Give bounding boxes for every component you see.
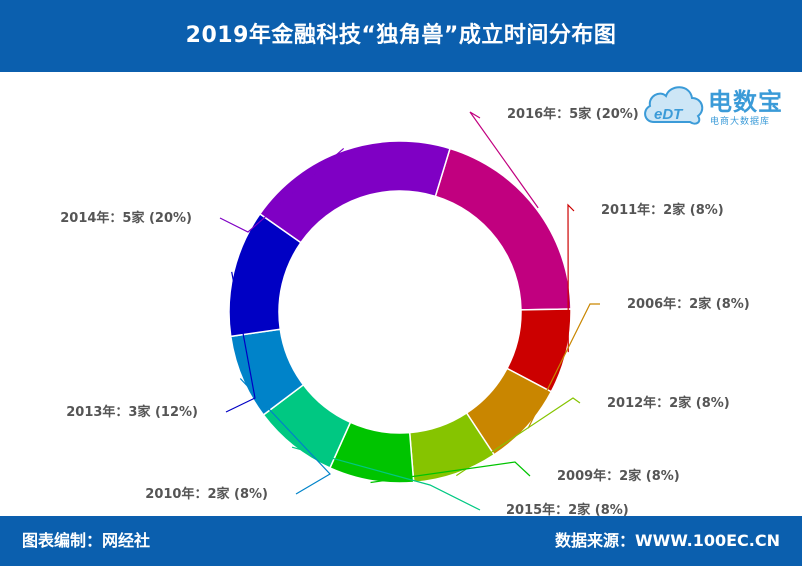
leader-line-2 [527,303,600,429]
slice-label-7: 2013年：3家 (12%) [66,404,198,420]
footer-bar: 图表编制：网经社 数据来源：WWW.100EC.CN [0,516,802,566]
leader-line-4 [370,461,531,484]
leader-line-6 [239,378,331,495]
cloud-logo-icon: eDT [644,86,704,125]
slice-label-0: 2016年：5家 (20%) [507,106,639,122]
data-source: 数据来源：WWW.100EC.CN [554,531,780,550]
title-bar [0,0,802,72]
brand-name: 电数宝 [708,88,783,116]
leader-line-7 [225,271,256,413]
leader-line-3 [455,397,581,477]
slice-label-5: 2015年：2家 (8%) [506,502,629,516]
leader-line-1 [567,203,575,353]
slice-label-2: 2006年：2家 (8%) [627,296,750,312]
brand-tagline: 电商大数据库 [710,117,771,127]
leader-line-0 [469,111,539,209]
slice-label-3: 2012年：2家 (8%) [607,395,730,411]
slice-label-8: 2014年：5家 (20%) [60,210,192,226]
slice-label-1: 2011年：2家 (8%) [601,202,724,218]
leader-lines [219,111,600,511]
leader-line-8 [219,147,345,233]
donut-slice-8 [258,140,451,244]
slice-labels: 2016年：5家 (20%) 2011年：2家 (8%) 2006年：2家 (8%)… [60,106,749,516]
donut-slice-0 [434,147,572,311]
donut-chart: 2016年：5家 (20%) 2011年：2家 (8%) 2006年：2家 (8%)… [60,106,749,516]
chart-credit: 图表编制：网经社 [22,531,151,550]
donut-slices [228,140,572,484]
slice-label-6: 2010年：2家 (8%) [145,486,268,502]
logo-mark-text: eDT [654,106,684,123]
brand-logo: eDT 电数宝 电商大数据库 [640,76,798,136]
leader-line-5 [291,446,481,511]
chart-title: 2019年金融科技“独角兽”成立时间分布图 [185,23,617,48]
slice-label-4: 2009年：2家 (8%) [557,468,680,484]
